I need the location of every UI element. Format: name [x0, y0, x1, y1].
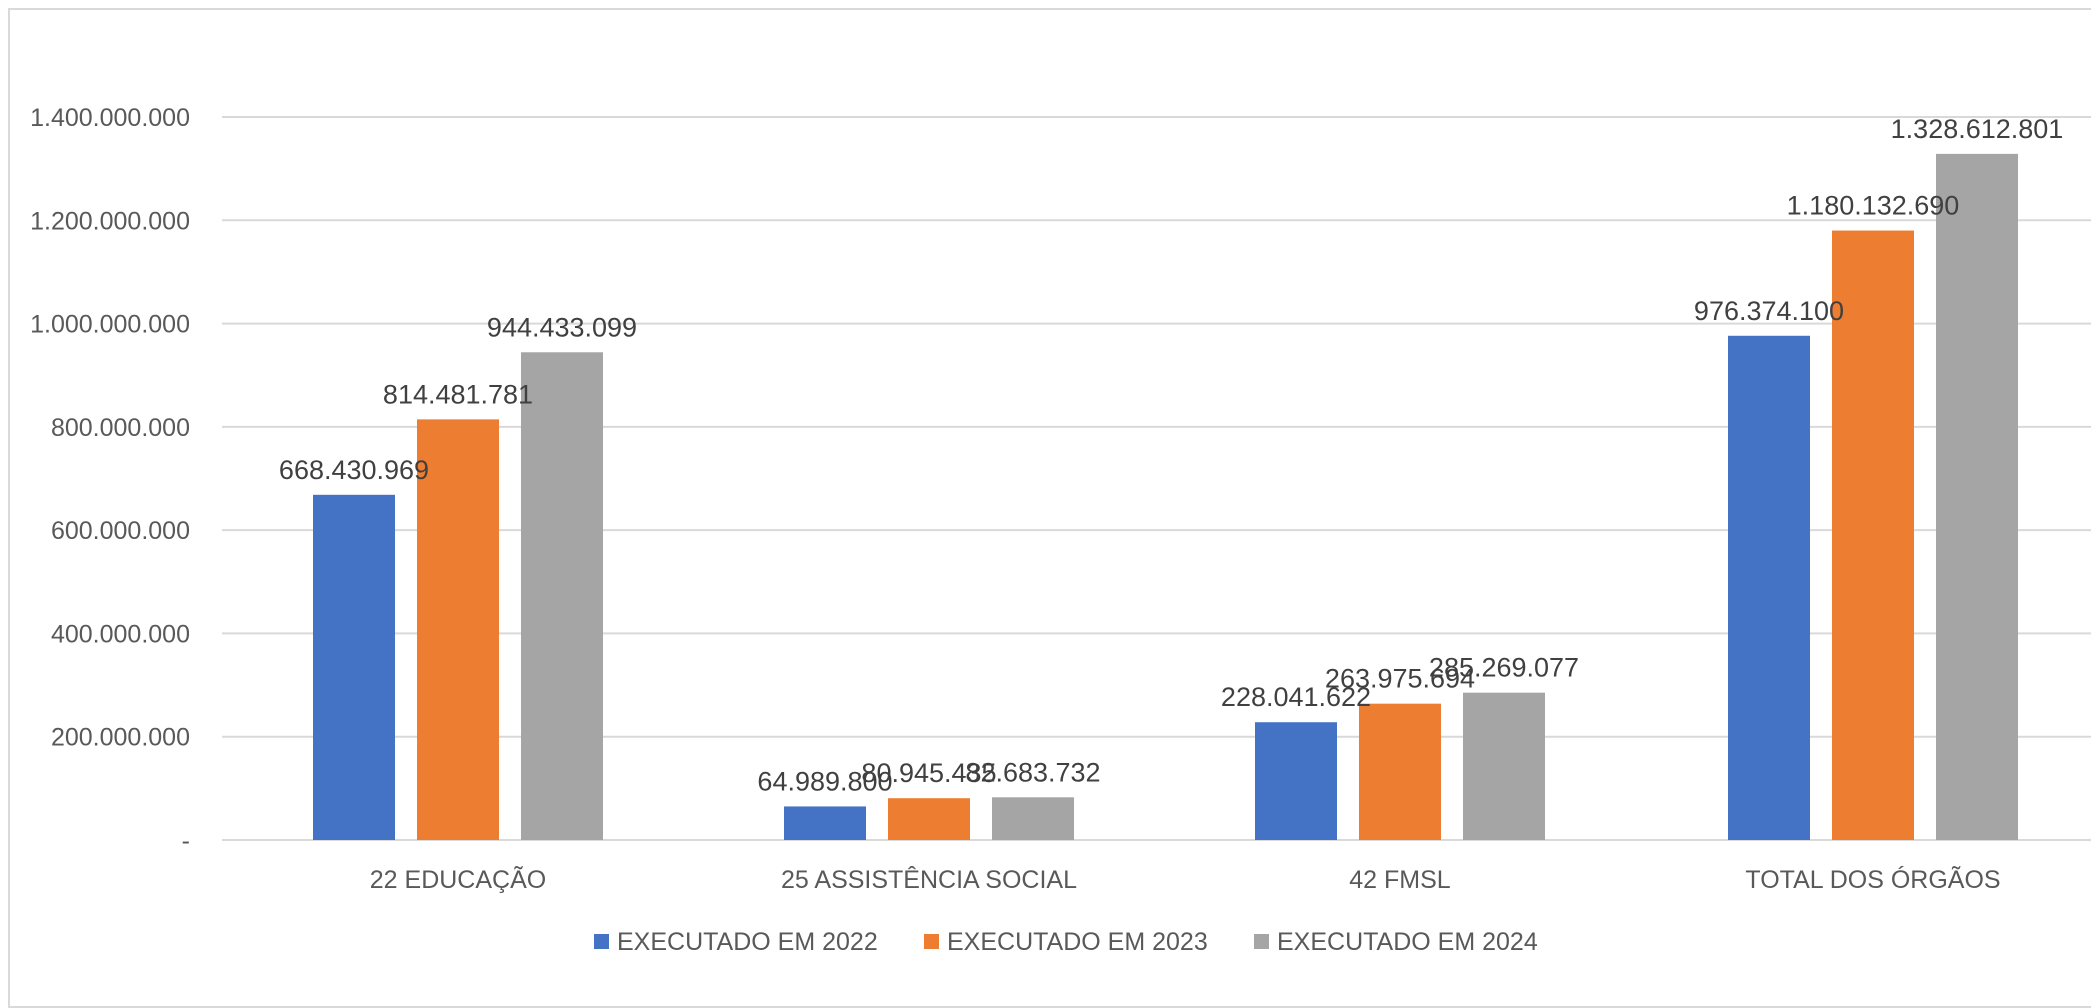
- data-label: 1.180.132.690: [1787, 191, 1960, 221]
- y-tick-label: 1.400.000.000: [30, 104, 190, 132]
- legend: EXECUTADO EM 2022 EXECUTADO EM 2023 EXECUT…: [594, 928, 1538, 956]
- data-label: 82.683.732: [965, 757, 1100, 787]
- bar: [1255, 722, 1337, 840]
- data-label: 64.989.800: [757, 766, 892, 796]
- x-category-label: 42 FMSL: [1349, 866, 1451, 894]
- data-label: 228.041.622: [1221, 682, 1371, 712]
- bar: [1463, 692, 1545, 840]
- data-label: 944.433.099: [487, 312, 637, 342]
- bar: [992, 797, 1074, 840]
- data-label: 668.430.969: [279, 455, 429, 485]
- data-label: 814.481.781: [383, 379, 533, 409]
- bar: [417, 419, 499, 840]
- data-label: 285.269.077: [1429, 653, 1579, 683]
- legend-label: EXECUTADO EM 2023: [947, 928, 1208, 956]
- bar: [313, 494, 395, 840]
- x-category-label: TOTAL DOS ÓRGÃOS: [1745, 865, 2000, 894]
- y-tick-label: 1.200.000.000: [30, 207, 190, 235]
- bar: [1936, 153, 2018, 840]
- bar: [888, 798, 970, 840]
- bars: [313, 153, 2018, 840]
- y-axis-tick-labels: - 200.000.000 400.000.000 600.000.000 800.00…: [30, 104, 190, 855]
- legend-label: EXECUTADO EM 2022: [617, 928, 878, 956]
- y-tick-label: 600.000.000: [51, 517, 190, 545]
- y-tick-label: 800.000.000: [51, 414, 190, 442]
- bar: [521, 352, 603, 840]
- bar: [784, 806, 866, 840]
- bar: [1728, 335, 1810, 840]
- y-tick-label: 200.000.000: [51, 724, 190, 752]
- bar: [1832, 230, 1914, 840]
- legend-label: EXECUTADO EM 2024: [1277, 928, 1538, 956]
- x-category-label: 22 EDUCAÇÃO: [370, 865, 546, 894]
- y-tick-label: 400.000.000: [51, 620, 190, 648]
- x-category-label: 25 ASSISTÊNCIA SOCIAL: [781, 865, 1077, 894]
- data-label: 976.374.100: [1694, 296, 1844, 326]
- data-labels: 668.430.969 814.481.781 944.433.099 64.989.…: [279, 114, 2063, 797]
- y-tick-label: -: [182, 827, 190, 855]
- data-label: 263.975.694: [1325, 664, 1475, 694]
- data-label: 1.328.612.801: [1891, 114, 2064, 144]
- x-axis-category-labels: 22 EDUCAÇÃO 25 ASSISTÊNCIA SOCIAL 42 FMSL T…: [370, 865, 2001, 894]
- legend-swatch: [924, 934, 939, 949]
- y-tick-label: 1.000.000.000: [30, 311, 190, 339]
- bar-chart: - 200.000.000 400.000.000 600.000.000 800.00…: [30, 104, 2091, 956]
- gridlines: [222, 116, 2091, 841]
- legend-swatch: [1254, 934, 1269, 949]
- data-label: 80.945.435: [861, 758, 996, 788]
- legend-swatch: [594, 934, 609, 949]
- bar: [1359, 703, 1441, 840]
